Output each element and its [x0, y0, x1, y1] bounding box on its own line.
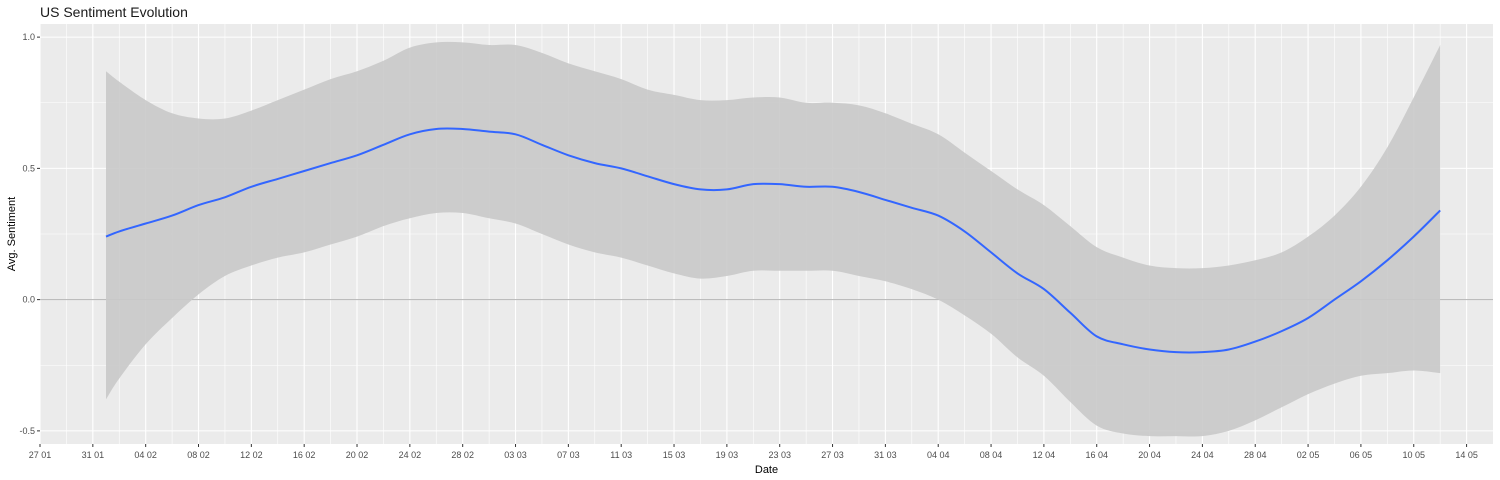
y-axis: -0.5 0.0 0.5 1.0	[19, 32, 40, 436]
sentiment-trend-line	[105, 127, 1441, 354]
confidence-ribbon	[106, 41, 1441, 437]
x-axis-title: Date	[755, 464, 778, 476]
x-tick-label: 16 04	[1085, 450, 1108, 460]
x-tick-label: 14 05	[1455, 450, 1478, 460]
x-tick-label: 02 05	[1297, 450, 1320, 460]
x-tick-label: 31 01	[82, 450, 105, 460]
x-tick-label: 12 02	[240, 450, 263, 460]
x-tick-label: 03 03	[504, 450, 527, 460]
x-tick-label: 12 04	[1033, 450, 1056, 460]
x-tick-label: 08 04	[980, 450, 1003, 460]
x-tick-label: 24 04	[1191, 450, 1214, 460]
x-tick-label: 04 04	[927, 450, 950, 460]
x-tick-label: 23 03	[768, 450, 791, 460]
y-tick-label: -0.5	[19, 426, 35, 436]
x-tick-label: 08 02	[187, 450, 210, 460]
x-tick-label: 27 03	[821, 450, 844, 460]
x-axis: 27 01 31 01 04 02 08 02 12 02 16 02 20 02 24 02…	[29, 444, 1478, 460]
x-tick-label: 31 03	[874, 450, 897, 460]
x-tick-label: 19 03	[716, 450, 739, 460]
x-tick-label: 27 01	[29, 450, 52, 460]
y-tick-label: 0.0	[22, 295, 35, 305]
x-tick-label: 06 05	[1350, 450, 1373, 460]
x-tick-label: 10 05	[1402, 450, 1425, 460]
x-tick-label: 28 02	[451, 450, 474, 460]
y-tick-label: 1.0	[22, 32, 35, 42]
x-tick-label: 20 02	[346, 450, 369, 460]
y-tick-label: 0.5	[22, 163, 35, 173]
x-tick-label: 16 02	[293, 450, 316, 460]
x-tick-label: 20 04	[1138, 450, 1161, 460]
x-tick-label: 15 03	[663, 450, 686, 460]
x-tick-label: 11 03	[610, 450, 632, 460]
x-tick-label: 04 02	[134, 450, 157, 460]
x-tick-label: 28 04	[1244, 450, 1267, 460]
x-tick-label: 24 02	[399, 450, 422, 460]
y-axis-title: Avg. Sentiment	[6, 197, 18, 271]
x-tick-label: 07 03	[557, 450, 580, 460]
chart-title: US Sentiment Evolution	[40, 4, 188, 20]
